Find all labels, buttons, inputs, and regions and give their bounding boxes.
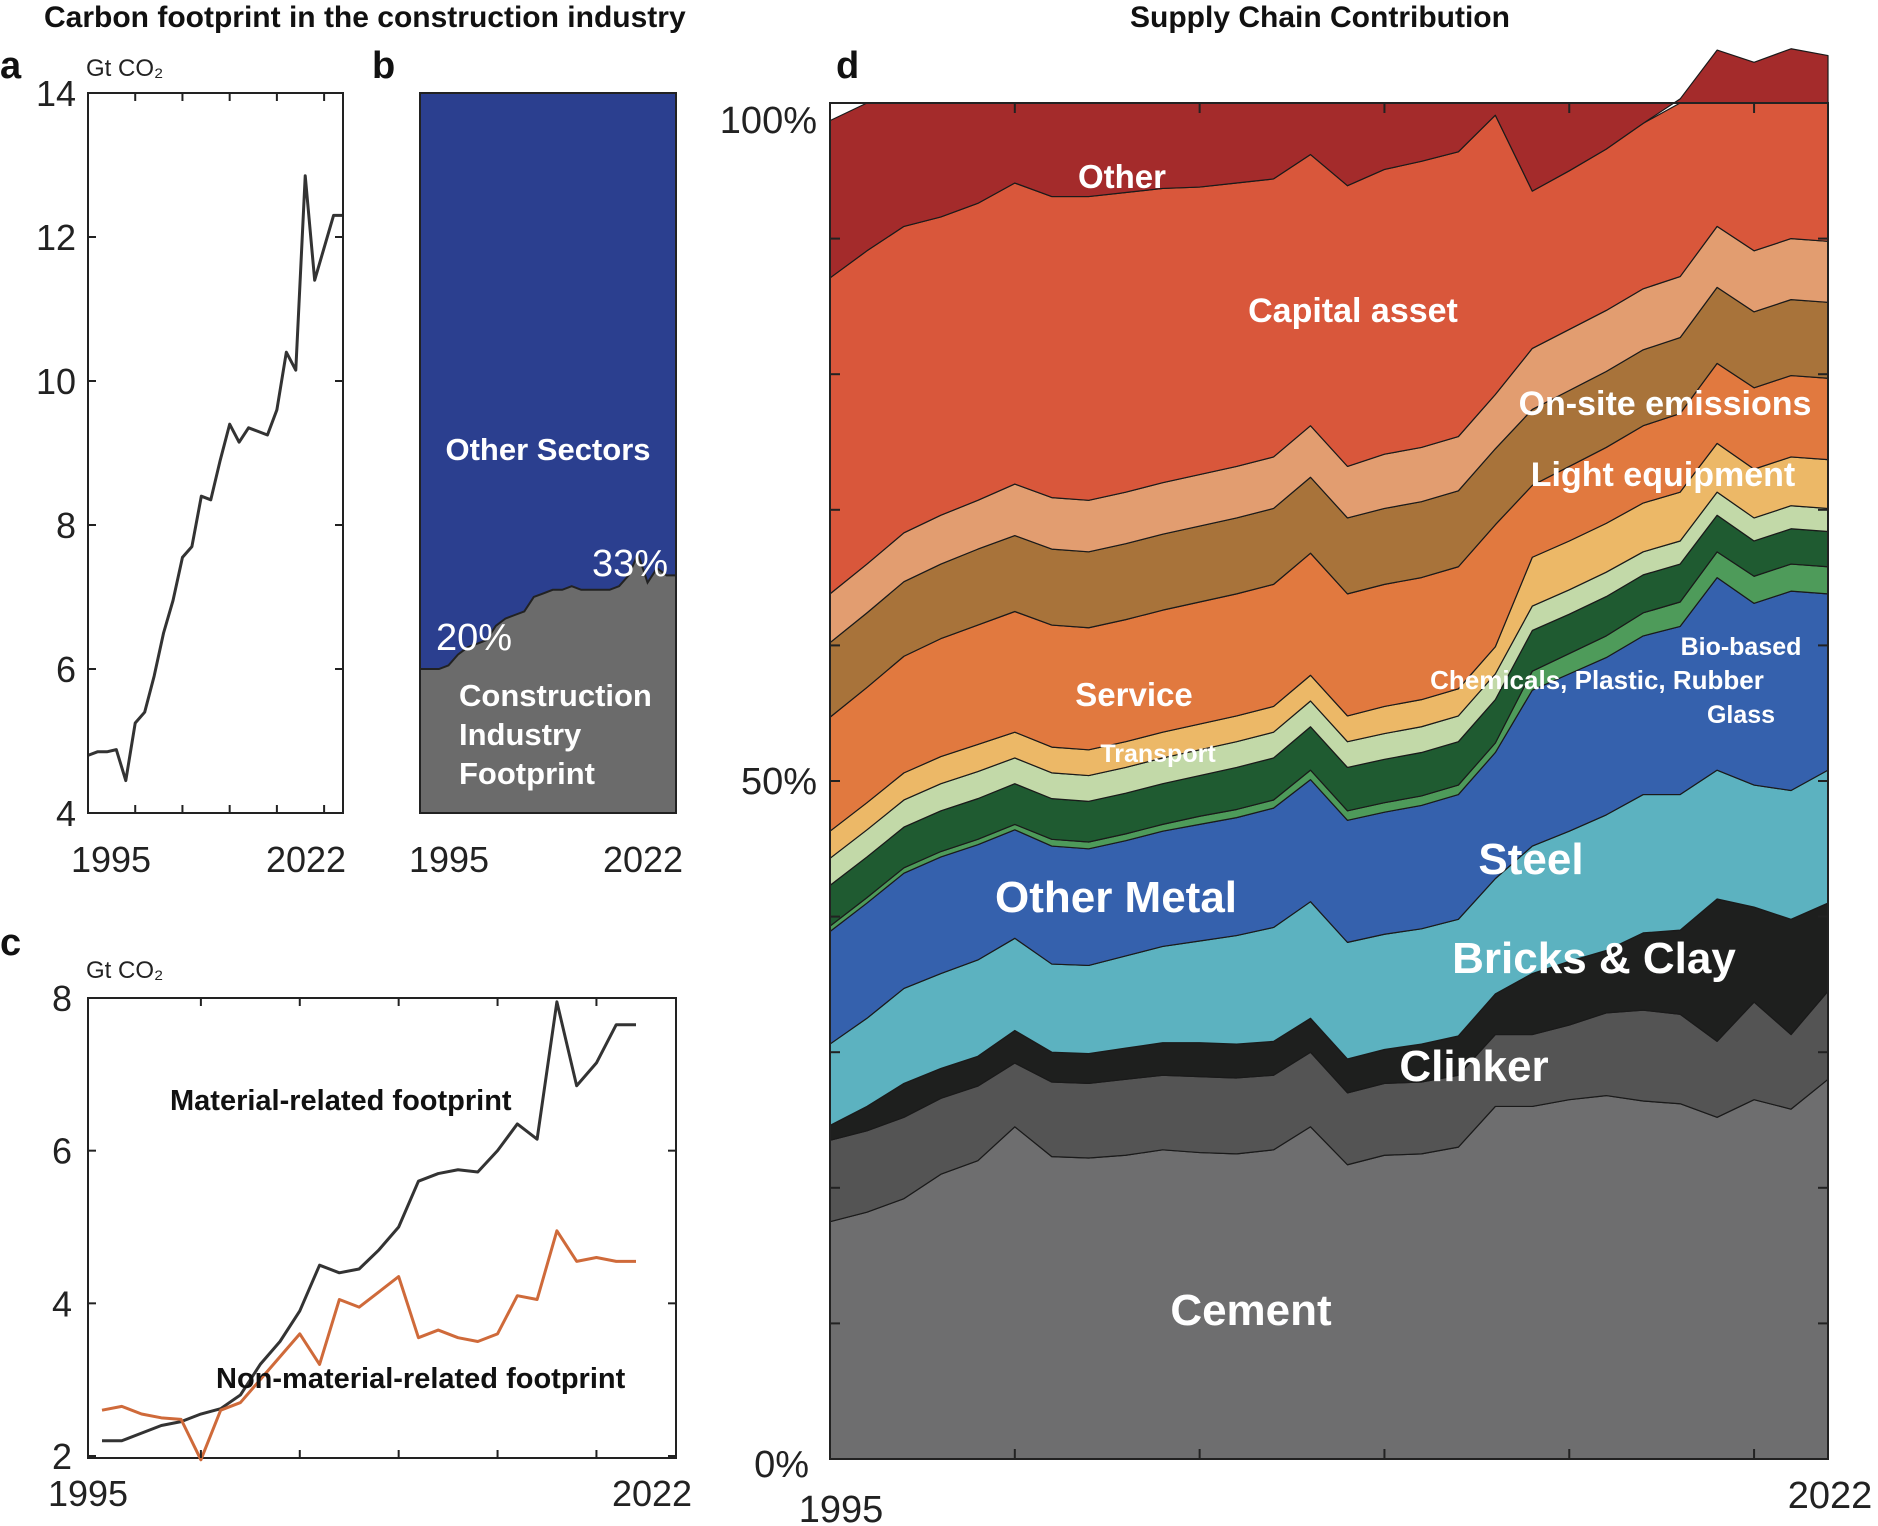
panel-a-yticks: 4 6 8 10 12 14 <box>36 73 343 834</box>
panel-b-letter: b <box>372 45 395 87</box>
panel-d-label-light: Light equipment <box>1531 456 1795 494</box>
panel-c: Gt CO₂ 2 4 6 8 Material-related footprint N… <box>48 957 692 1514</box>
panel-d-plot <box>829 48 1829 1460</box>
panel-d-xtick-start: 1995 <box>799 1489 884 1526</box>
panel-b: Other Sectors Construction Industry Foot… <box>409 92 683 880</box>
panel-c-ytick-label: 2 <box>52 1436 72 1477</box>
right-title: Supply Chain Contribution <box>1130 1 1510 34</box>
panel-d-label-glass: Glass <box>1707 701 1775 729</box>
panel-c-xtick-end: 2022 <box>612 1473 692 1514</box>
panel-a-xtick-end: 2022 <box>266 839 346 880</box>
panel-c-label-material: Material-related footprint <box>170 1085 512 1117</box>
panel-c-yticks: 2 4 6 8 <box>52 978 676 1477</box>
panel-b-area-construction <box>420 553 676 813</box>
panel-b-frame <box>419 92 677 814</box>
panel-c-label-nonmaterial: Non-material-related footprint <box>216 1363 626 1395</box>
panel-a-ylabel: Gt CO₂ <box>86 55 163 82</box>
panel-a-plot <box>87 174 343 783</box>
panel-d-label-other: Other <box>1078 158 1166 195</box>
panel-c-series-nonmaterial <box>101 1229 636 1462</box>
panel-a-ytick-label: 4 <box>56 793 76 834</box>
panel-b-pct-end: 33% <box>592 543 668 585</box>
panel-a-ytick-label: 10 <box>36 361 76 402</box>
panel-d-label-cement: Cement <box>1170 1286 1332 1335</box>
panel-c-ytick-label: 4 <box>52 1283 72 1324</box>
panel-d-label-transport: Transport <box>1100 740 1216 768</box>
panel-a-ytick-label: 6 <box>56 649 76 690</box>
panel-c-ytick-label: 8 <box>52 978 72 1019</box>
panel-b-label-other-sectors: Other Sectors <box>445 432 650 467</box>
panel-d-label-bricks: Bricks & Clay <box>1452 934 1736 983</box>
panel-b-label-industry: Industry <box>459 717 582 752</box>
panel-c-letter: c <box>0 922 21 964</box>
panel-a-frame <box>87 92 344 814</box>
panel-d-label-steel: Steel <box>1478 835 1583 884</box>
panel-d: 100% 50% 0% 1995 2022 Other Capital asse… <box>720 48 1873 1526</box>
panel-a: Gt CO₂ 4 6 8 10 12 14 1995 2022 <box>36 55 346 880</box>
panel-c-xtick-start: 1995 <box>48 1473 128 1514</box>
panel-d-label-capital: Capital asset <box>1248 292 1458 330</box>
panel-c-plot <box>101 1000 636 1462</box>
panel-d-ticks <box>830 102 1828 1460</box>
panel-b-xtick-end: 2022 <box>603 839 683 880</box>
panel-a-series-line <box>87 174 343 783</box>
panel-a-letter: a <box>0 45 22 87</box>
panel-d-ytick-0: 0% <box>754 1444 809 1486</box>
panel-d-ytick-100: 100% <box>720 100 817 142</box>
panel-d-label-othermetal: Other Metal <box>995 873 1237 922</box>
panel-b-xtick-start: 1995 <box>409 839 489 880</box>
panel-a-ytick-label: 8 <box>56 505 76 546</box>
panel-c-series-material <box>102 1000 636 1443</box>
panel-a-ytick-label: 12 <box>36 217 76 258</box>
panel-d-label-service: Service <box>1075 676 1192 713</box>
panel-d-label-onsite: On-site emissions <box>1519 385 1812 423</box>
panel-b-label-footprint: Footprint <box>459 756 595 791</box>
panel-d-letter: d <box>836 45 859 87</box>
panel-c-ylabel: Gt CO₂ <box>86 957 163 984</box>
panel-a-xtick-start: 1995 <box>71 839 151 880</box>
panel-a-ytick-label: 14 <box>36 73 76 114</box>
left-title: Carbon footprint in the construction ind… <box>44 1 686 34</box>
panel-b-plot <box>420 93 676 813</box>
panel-c-ytick-label: 6 <box>52 1131 72 1172</box>
panel-d-label-chem: Chemicals, Plastic, Rubber <box>1430 665 1764 695</box>
panel-d-label-biobased: Bio-based <box>1681 633 1802 661</box>
panel-c-frame <box>87 997 677 1459</box>
panel-d-ytick-50: 50% <box>741 761 817 803</box>
panel-b-boundary-line <box>420 551 676 670</box>
panel-d-label-clinker: Clinker <box>1399 1042 1548 1091</box>
panel-d-xtick-end: 2022 <box>1788 1475 1873 1517</box>
panel-b-label-construction: Construction <box>459 678 652 713</box>
panel-b-pct-start: 20% <box>436 617 512 659</box>
